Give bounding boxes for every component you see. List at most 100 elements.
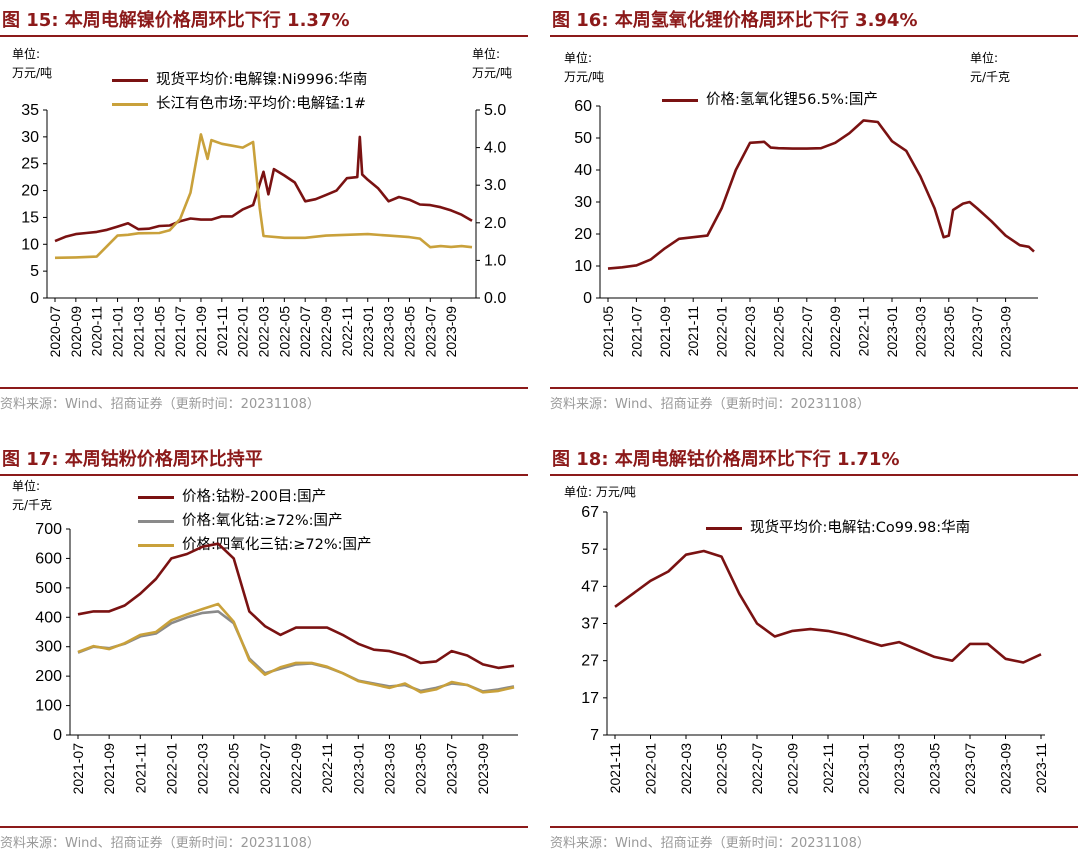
left-unit: 单位: 元/千克 <box>12 477 52 515</box>
left-unit: 单位: 万元/吨 <box>12 45 52 83</box>
left-unit-line2: 元/千克 <box>12 498 53 512</box>
legend-item-lithium: 价格:氢氧化锂56.5%:国产 <box>662 88 878 112</box>
y-tick-label: 5 <box>30 263 39 280</box>
left-unit-line2: 万元/吨 <box>564 70 605 84</box>
y-tick-label: 37 <box>581 616 599 633</box>
series-line-0 <box>614 549 1042 664</box>
chart-panel-nickel: 图 15: 本周电解镍价格周环比下行 1.37% 单位: 万元/吨 单位: 万元… <box>0 0 528 415</box>
x-tick-label: 2020-09 <box>68 306 84 358</box>
y-tick-label: 30 <box>574 194 592 211</box>
x-tick-label: 2021-05 <box>600 306 616 358</box>
x-tick-label: 2022-03 <box>678 743 694 795</box>
left-unit-line1: 单位: 万元/吨 <box>564 485 636 499</box>
x-tick-label: 2021-01 <box>110 306 126 358</box>
legend-item-tricobalt-tetroxide: 价格:四氧化三钴:≥72%:国产 <box>138 533 372 557</box>
legend-swatch <box>112 102 148 106</box>
legend-item-electrolytic-cobalt: 现货平均价:电解钴:Co99.98:华南 <box>706 516 970 540</box>
source-note: 资料来源：Wind、招商证券（更新时间：20231108） <box>550 387 1078 415</box>
y-right-tick-label: 4.0 <box>484 140 506 157</box>
source-note: 资料来源：Wind、招商证券（更新时间：20231108） <box>0 826 528 854</box>
legend-label: 长江有色市场:平均价:电解锰:1# <box>156 96 367 112</box>
legend: 现货平均价:电解镍:Ni9996:华南 长江有色市场:平均价:电解锰:1# <box>112 68 367 116</box>
left-unit-line1: 单位: <box>12 479 41 493</box>
legend: 现货平均价:电解钴:Co99.98:华南 <box>706 516 970 540</box>
x-tick-label: 2023-09 <box>443 306 459 358</box>
x-tick-label: 2023-03 <box>891 743 907 795</box>
y-tick-label: 40 <box>574 162 592 179</box>
right-unit-line2: 万元/吨 <box>472 66 513 80</box>
x-tick-label: 2023-09 <box>998 306 1014 358</box>
left-unit: 单位: 万元/吨 <box>564 49 604 87</box>
x-tick-label: 2022-09 <box>288 743 304 795</box>
x-tick-label: 2022-05 <box>714 743 730 795</box>
x-tick-label: 2022-09 <box>785 743 801 795</box>
chart-title: 图 17: 本周钴粉价格周环比持平 <box>2 449 263 470</box>
legend-swatch <box>138 543 174 547</box>
chart-panel-cobalt-powder: 图 17: 本周钴粉价格周环比持平 单位: 元/千克 价格:钴粉-200目:国产… <box>0 439 528 854</box>
legend-swatch <box>112 78 148 82</box>
x-tick-label: 2021-09 <box>101 743 117 795</box>
chart-panel-electrolytic-cobalt: 图 18: 本周电解钴价格周环比下行 1.71% 单位: 万元/吨 现货平均价:… <box>550 439 1078 854</box>
x-tick-label: 2022-09 <box>827 306 843 358</box>
y-tick-label: 30 <box>21 129 39 146</box>
x-tick-label: 2023-05 <box>413 743 429 795</box>
x-tick-label: 2022-11 <box>339 306 355 357</box>
x-tick-label: 2021-03 <box>130 306 146 358</box>
series-line-0 <box>77 542 515 670</box>
right-unit: 单位: 万元/吨 <box>472 45 512 83</box>
legend-label: 价格:氧化钴:≥72%:国产 <box>182 513 343 529</box>
chart-svg: 0 5 10 15 20 25 30 35 0.0 1.0 2.0 3.0 4.0 5.0 2020-07 2… <box>21 102 506 358</box>
x-tick-label: 2021-07 <box>628 306 644 358</box>
y-tick-label: 0 <box>583 290 592 307</box>
legend-swatch <box>662 98 698 102</box>
right-unit-line1: 单位: <box>472 47 501 61</box>
right-unit-line1: 单位: <box>970 51 999 65</box>
series-line-1 <box>54 133 473 260</box>
legend-item-manganese: 长江有色市场:平均价:电解锰:1# <box>112 92 367 116</box>
y-tick-label: 0 <box>30 290 39 307</box>
x-tick-label: 2023-05 <box>941 306 957 358</box>
x-tick-label: 2023-09 <box>998 743 1014 795</box>
title-rule <box>550 474 1078 476</box>
x-tick-label: 2022-03 <box>256 306 272 358</box>
y-tick-label: 300 <box>35 639 62 656</box>
series-line-2 <box>77 602 515 694</box>
x-tick-label: 2021-11 <box>132 743 148 794</box>
x-tick-label: 2023-05 <box>401 306 417 358</box>
x-tick-label: 2023-01 <box>856 743 872 795</box>
x-tick-label: 2022-11 <box>856 306 872 357</box>
y-tick-label: 10 <box>574 258 592 275</box>
legend-item-nickel: 现货平均价:电解镍:Ni9996:华南 <box>112 68 367 92</box>
series-line-0 <box>54 135 473 243</box>
x-tick-label: 2022-07 <box>799 306 815 358</box>
x-tick-label: 2021-11 <box>607 743 623 794</box>
x-tick-label: 2023-01 <box>350 743 366 795</box>
right-unit-line2: 元/千克 <box>970 70 1011 84</box>
y-tick-label: 20 <box>21 183 39 200</box>
title-rule <box>0 474 528 476</box>
x-tick-label: 2022-11 <box>319 743 335 794</box>
left-unit: 单位: 万元/吨 <box>564 483 636 502</box>
x-tick-label: 2022-05 <box>276 306 292 358</box>
y-tick-label: 57 <box>581 541 599 558</box>
y-tick-label: 10 <box>21 236 39 253</box>
y-right-tick-label: 0.0 <box>484 290 506 307</box>
chart-svg: 7 17 27 37 47 57 67 2021-11 2022-01 2022-03 2022-0… <box>581 504 1049 795</box>
source-note: 资料来源：Wind、招商证券（更新时间：20231108） <box>550 826 1078 854</box>
y-tick-label: 0 <box>53 727 62 744</box>
chart-title: 图 16: 本周氢氧化锂价格周环比下行 3.94% <box>552 10 918 31</box>
y-tick-label: 200 <box>35 668 62 685</box>
x-tick-label: 2020-07 <box>47 306 63 358</box>
y-tick-label: 27 <box>581 653 599 670</box>
x-tick-label: 2022-03 <box>195 743 211 795</box>
title-rule <box>0 35 528 37</box>
x-tick-label: 2023-11 <box>1033 743 1049 794</box>
legend-swatch <box>138 519 174 523</box>
y-tick-label: 7 <box>590 727 599 744</box>
legend-swatch <box>138 495 174 499</box>
chart-panel-lithium-hydroxide: 图 16: 本周氢氧化锂价格周环比下行 3.94% 单位: 万元/吨 单位: 元… <box>550 0 1078 415</box>
y-tick-label: 100 <box>35 698 62 715</box>
legend-label: 现货平均价:电解镍:Ni9996:华南 <box>156 72 368 88</box>
y-tick-label: 400 <box>35 609 62 626</box>
y-tick-label: 47 <box>581 578 599 595</box>
